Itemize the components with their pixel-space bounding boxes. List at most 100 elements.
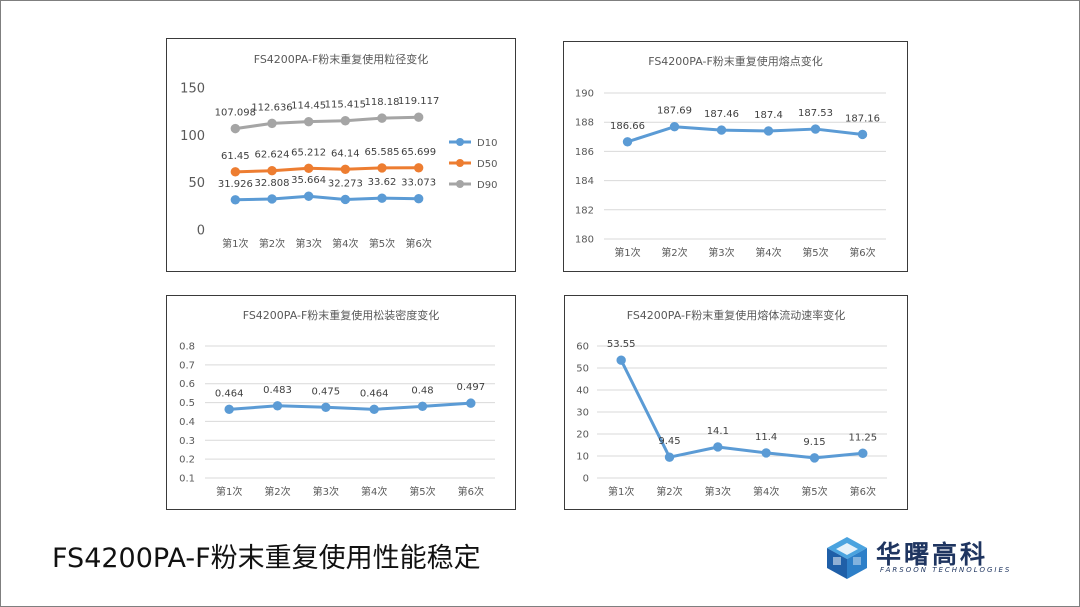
y-tick-label: 10: [576, 452, 589, 463]
data-point: [230, 167, 241, 177]
chart-title: FS4200PA-F粉末重复使用熔体流动速率变化: [627, 308, 846, 322]
particle-size-chart-svg: FS4200PA-F粉末重复使用粒径变化 0 50 100 150 第1次 第2次 第3次 第4…: [180, 52, 497, 250]
farsoon-cube-logo-icon: [827, 537, 867, 579]
data-label: 11.4: [755, 432, 777, 443]
data-label: 187.69: [657, 106, 692, 117]
legend-entry: D90: [477, 180, 497, 191]
data-point: [669, 122, 680, 132]
x-tick-label: 第1次: [614, 246, 640, 259]
data-label: 9.45: [658, 436, 680, 447]
chart-title: FS4200PA-F粉末重复使用粒径变化: [254, 52, 429, 66]
data-label: 9.15: [803, 437, 825, 448]
data-point: [303, 163, 314, 173]
y-tick-label: 60: [576, 342, 589, 353]
data-point: [340, 116, 351, 126]
series-line: [233, 115, 421, 131]
data-label: 0.475: [312, 386, 341, 397]
series-line: [233, 166, 421, 174]
y-tick-label: 30: [576, 408, 589, 419]
data-point: [377, 193, 387, 203]
data-label: 31.926: [218, 179, 253, 190]
x-tick-label: 第3次: [705, 485, 731, 498]
chart-title: FS4200PA-F粉末重复使用熔点变化: [648, 54, 823, 68]
x-tick-label: 第4次: [332, 237, 358, 250]
data-label: 115.415: [325, 100, 366, 111]
data-label: 53.55: [607, 339, 636, 350]
data-label: 33.62: [368, 177, 397, 188]
data-point: [340, 194, 351, 205]
y-tick-label: 150: [180, 82, 205, 97]
data-point: [413, 163, 424, 173]
y-tick-label: 0.2: [179, 455, 195, 466]
x-tick-label: 第3次: [708, 246, 734, 259]
data-label: 0.483: [263, 385, 292, 396]
particle-size-chart: FS4200PA-F粉末重复使用粒径变化 0 50 100 150 第1次 第2次 第3次 第4…: [166, 38, 516, 272]
data-point: [272, 401, 283, 411]
y-tick-label: 0.4: [179, 417, 195, 428]
y-tick-label: 186: [575, 147, 594, 158]
data-point: [267, 166, 277, 176]
y-tick-label: 180: [575, 235, 594, 246]
x-tick-label: 第2次: [661, 246, 687, 259]
data-label: 61.45: [221, 151, 250, 162]
x-tick-label: 第6次: [849, 246, 875, 259]
data-label: 65.585: [365, 147, 400, 158]
series-line: [626, 125, 864, 144]
data-label: 0.497: [457, 382, 486, 393]
data-point: [230, 195, 241, 205]
x-tick-label: 第5次: [801, 485, 827, 498]
bulk-density-chart-svg: FS4200PA-F粉末重复使用松装密度变化 0.1 0.2 0.3 0.4 0.5 0.6…: [179, 308, 495, 498]
x-tick-label: 第2次: [264, 485, 290, 498]
y-tick-label: 0: [583, 474, 589, 485]
melt-flow-rate-chart-svg: FS4200PA-F粉末重复使用熔体流动速率变化 0 10 20 30 40 50 60 第1次…: [576, 308, 887, 498]
data-point: [713, 442, 723, 452]
y-tick-label: 182: [575, 205, 594, 216]
data-label: 112.636: [251, 102, 292, 113]
series-line: [233, 194, 421, 202]
x-tick-label: 第4次: [755, 246, 781, 259]
data-point: [622, 137, 633, 147]
data-label: 186.66: [610, 121, 645, 132]
data-label: 35.664: [291, 175, 326, 186]
data-point: [716, 125, 727, 135]
data-point: [303, 116, 314, 127]
x-tick-label: 第1次: [216, 485, 242, 498]
series-line: [619, 358, 865, 460]
data-point: [616, 355, 626, 365]
melting-point-chart-svg: FS4200PA-F粉末重复使用熔点变化 180 182 184 186 188 190 第1…: [575, 54, 886, 259]
data-point: [664, 452, 675, 462]
x-tick-label: 第1次: [608, 485, 634, 498]
y-tick-label: 190: [575, 89, 594, 100]
legend-swatch-marker: [456, 180, 464, 188]
x-tick-label: 第3次: [313, 485, 339, 498]
melting-point-chart: FS4200PA-F粉末重复使用熔点变化 180 182 184 186 188 190 第1…: [563, 41, 908, 272]
data-label: 187.4: [754, 110, 783, 121]
y-tick-label: 20: [576, 430, 589, 441]
x-tick-label: 第4次: [753, 485, 779, 498]
data-label: 64.14: [331, 148, 360, 159]
data-label: 32.273: [328, 178, 363, 189]
y-tick-label: 188: [575, 118, 594, 129]
x-tick-label: 第1次: [222, 237, 248, 250]
legend-entry: D50: [477, 159, 497, 170]
x-tick-label: 第2次: [656, 485, 682, 498]
data-label: 11.25: [849, 432, 878, 443]
data-point: [761, 448, 771, 458]
bulk-density-chart: FS4200PA-F粉末重复使用松装密度变化 0.1 0.2 0.3 0.4 0.5 0.6…: [166, 295, 516, 510]
y-tick-label: 40: [576, 386, 589, 397]
data-label: 65.212: [291, 147, 326, 158]
data-point: [377, 163, 387, 173]
slide-title: FS4200PA-F粉末重复使用性能稳定: [52, 543, 481, 574]
data-point: [466, 398, 476, 408]
data-point: [413, 193, 424, 204]
y-tick-label: 50: [188, 176, 205, 191]
y-tick-label: 0.5: [179, 398, 195, 409]
y-tick-label: 50: [576, 364, 589, 375]
data-label: 107.098: [215, 108, 256, 119]
y-tick-label: 0.6: [179, 379, 195, 390]
data-point: [763, 126, 774, 136]
data-label: 187.53: [798, 108, 833, 119]
data-point: [230, 123, 241, 134]
x-tick-label: 第5次: [369, 237, 395, 250]
